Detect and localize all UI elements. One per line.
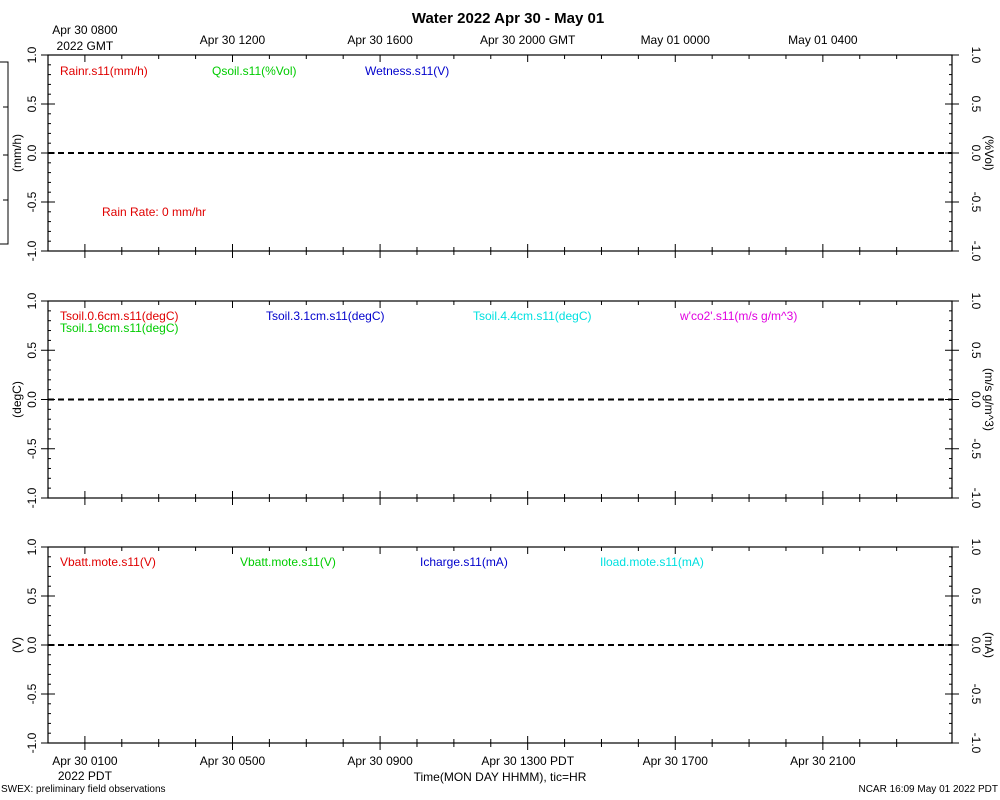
- top-tick-label: May 01 0000: [641, 33, 711, 47]
- y-tick-label-right: 0.0: [969, 637, 983, 654]
- y-tick-label-left: 0.5: [25, 95, 39, 112]
- legend-entry: w'co2'.s11(m/s g/m^3): [679, 309, 797, 323]
- bottom-tick-sublabel: 2022 PDT: [58, 769, 113, 783]
- y-tick-label-right: -1.0: [969, 733, 983, 754]
- legend-entry: Tsoil.3.1cm.s11(degC): [266, 309, 385, 323]
- bottom-tick-label: Apr 30 0900: [347, 754, 413, 768]
- y-tick-label-right: 0.0: [969, 391, 983, 408]
- y-tick-label-right: 0.5: [969, 96, 983, 113]
- panel-1: 1.0 1.0 0.5 0.5 0.0 0.0 -0.5 -0.5 -1.0 -1.0 (mm/h)…: [10, 46, 996, 261]
- y-tick-label-right: 0.5: [969, 588, 983, 605]
- y-tick-label-left: -0.5: [25, 191, 39, 212]
- bottom-tick-label: Apr 30 2100: [790, 754, 856, 768]
- y-tick-label-right: 1.0: [969, 539, 983, 556]
- y-tick-label-right: -0.5: [969, 684, 983, 705]
- legend-entry: Tsoil.4.4cm.s11(degC): [473, 309, 592, 323]
- top-tick-label: May 01 0400: [788, 33, 858, 47]
- chart-title: Water 2022 Apr 30 - May 01: [412, 10, 604, 27]
- y-tick-label-right: -1.0: [969, 241, 983, 262]
- y-tick-label-right: 0.0: [969, 145, 983, 162]
- y-tick-label-left: 0.0: [25, 144, 39, 161]
- y-tick-label-right: 1.0: [969, 293, 983, 310]
- legend-entry: Wetness.s11(V): [365, 64, 449, 78]
- y-axis-label-left: (mm/h): [10, 134, 24, 172]
- rain-rate-annotation: Rain Rate: 0 mm/hr: [102, 205, 206, 219]
- y-axis-label-left: (degC): [10, 381, 24, 418]
- y-tick-label-left: -1.0: [25, 240, 39, 261]
- y-tick-label-left: -0.5: [25, 438, 39, 459]
- top-tick-sublabel: 2022 GMT: [57, 39, 114, 53]
- panel-2: 1.0 1.0 0.5 0.5 0.0 0.0 -0.5 -0.5 -1.0 -1.0 (degC)…: [10, 292, 996, 508]
- y-tick-label-left: -1.0: [25, 732, 39, 753]
- top-tick-label: Apr 30 1600: [347, 33, 413, 47]
- legend-entry: Tsoil.0.6cm.s11(degC): [60, 309, 179, 323]
- y-tick-label-left: 1.0: [25, 292, 39, 309]
- y-tick-label-left: -1.0: [25, 487, 39, 508]
- bottom-tick-label: Apr 30 1700: [643, 754, 709, 768]
- legend-entry: Icharge.s11(mA): [420, 555, 508, 569]
- y-tick-label-right: -1.0: [969, 488, 983, 509]
- y-tick-label-left: 0.5: [25, 342, 39, 359]
- legend-entry: Qsoil.s11(%Vol): [212, 64, 296, 78]
- x-axis-label: Time(MON DAY HHMM), tic=HR: [414, 770, 587, 784]
- y-axis-label-left: (V): [10, 637, 24, 653]
- y-tick-label-left: 1.0: [25, 46, 39, 63]
- panel-3: 1.0 1.0 0.5 0.5 0.0 0.0 -0.5 -0.5 -1.0 -1.0 (V) (mA…: [10, 538, 996, 753]
- top-tick-label: Apr 30 0800: [52, 23, 118, 37]
- y-axis-label-right: (m/s g/m^3): [982, 368, 996, 431]
- y-tick-label-right: -0.5: [969, 192, 983, 213]
- bottom-tick-label: Apr 30 0500: [200, 754, 266, 768]
- top-tick-label: Apr 30 2000 GMT: [480, 33, 576, 47]
- top-time-axis: Apr 30 0800 2022 GMT Apr 30 1200 Apr 30 160…: [52, 23, 858, 53]
- y-tick-label-left: 0.0: [25, 391, 39, 408]
- bottom-tick-label: Apr 30 1300 PDT: [481, 754, 574, 768]
- y-tick-label-right: -0.5: [969, 438, 983, 459]
- y-axis-label-right: (%Vol): [982, 135, 996, 170]
- footer-left-note: SWEX: preliminary field observations: [1, 784, 166, 795]
- top-tick-label: Apr 30 1200: [200, 33, 266, 47]
- y-tick-label-left: -0.5: [25, 683, 39, 704]
- clipped-panel-edge: [0, 61, 9, 245]
- legend-entry: Tsoil.1.9cm.s11(degC): [60, 321, 179, 335]
- footer-right-note: NCAR 16:09 May 01 2022 PDT: [858, 784, 998, 795]
- y-axis-label-right: (mA): [982, 632, 996, 658]
- chart-panels: 1.0 1.0 0.5 0.5 0.0 0.0 -0.5 -0.5 -1.0 -1.0 (mm/h)…: [0, 46, 996, 754]
- y-tick-label-right: 0.5: [969, 342, 983, 359]
- legend-entry: Vbatt.mote.s11(V): [240, 555, 336, 569]
- legend-entry: Vbatt.mote.s11(V): [60, 555, 156, 569]
- y-tick-label-left: 0.5: [25, 587, 39, 604]
- y-tick-label-left: 1.0: [25, 538, 39, 555]
- legend-entry: Rainr.s11(mm/h): [60, 64, 148, 78]
- y-tick-label-left: 0.0: [25, 636, 39, 653]
- bottom-tick-label: Apr 30 0100: [52, 754, 118, 768]
- y-tick-label-right: 1.0: [969, 47, 983, 64]
- legend-entry: Iload.mote.s11(mA): [600, 555, 704, 569]
